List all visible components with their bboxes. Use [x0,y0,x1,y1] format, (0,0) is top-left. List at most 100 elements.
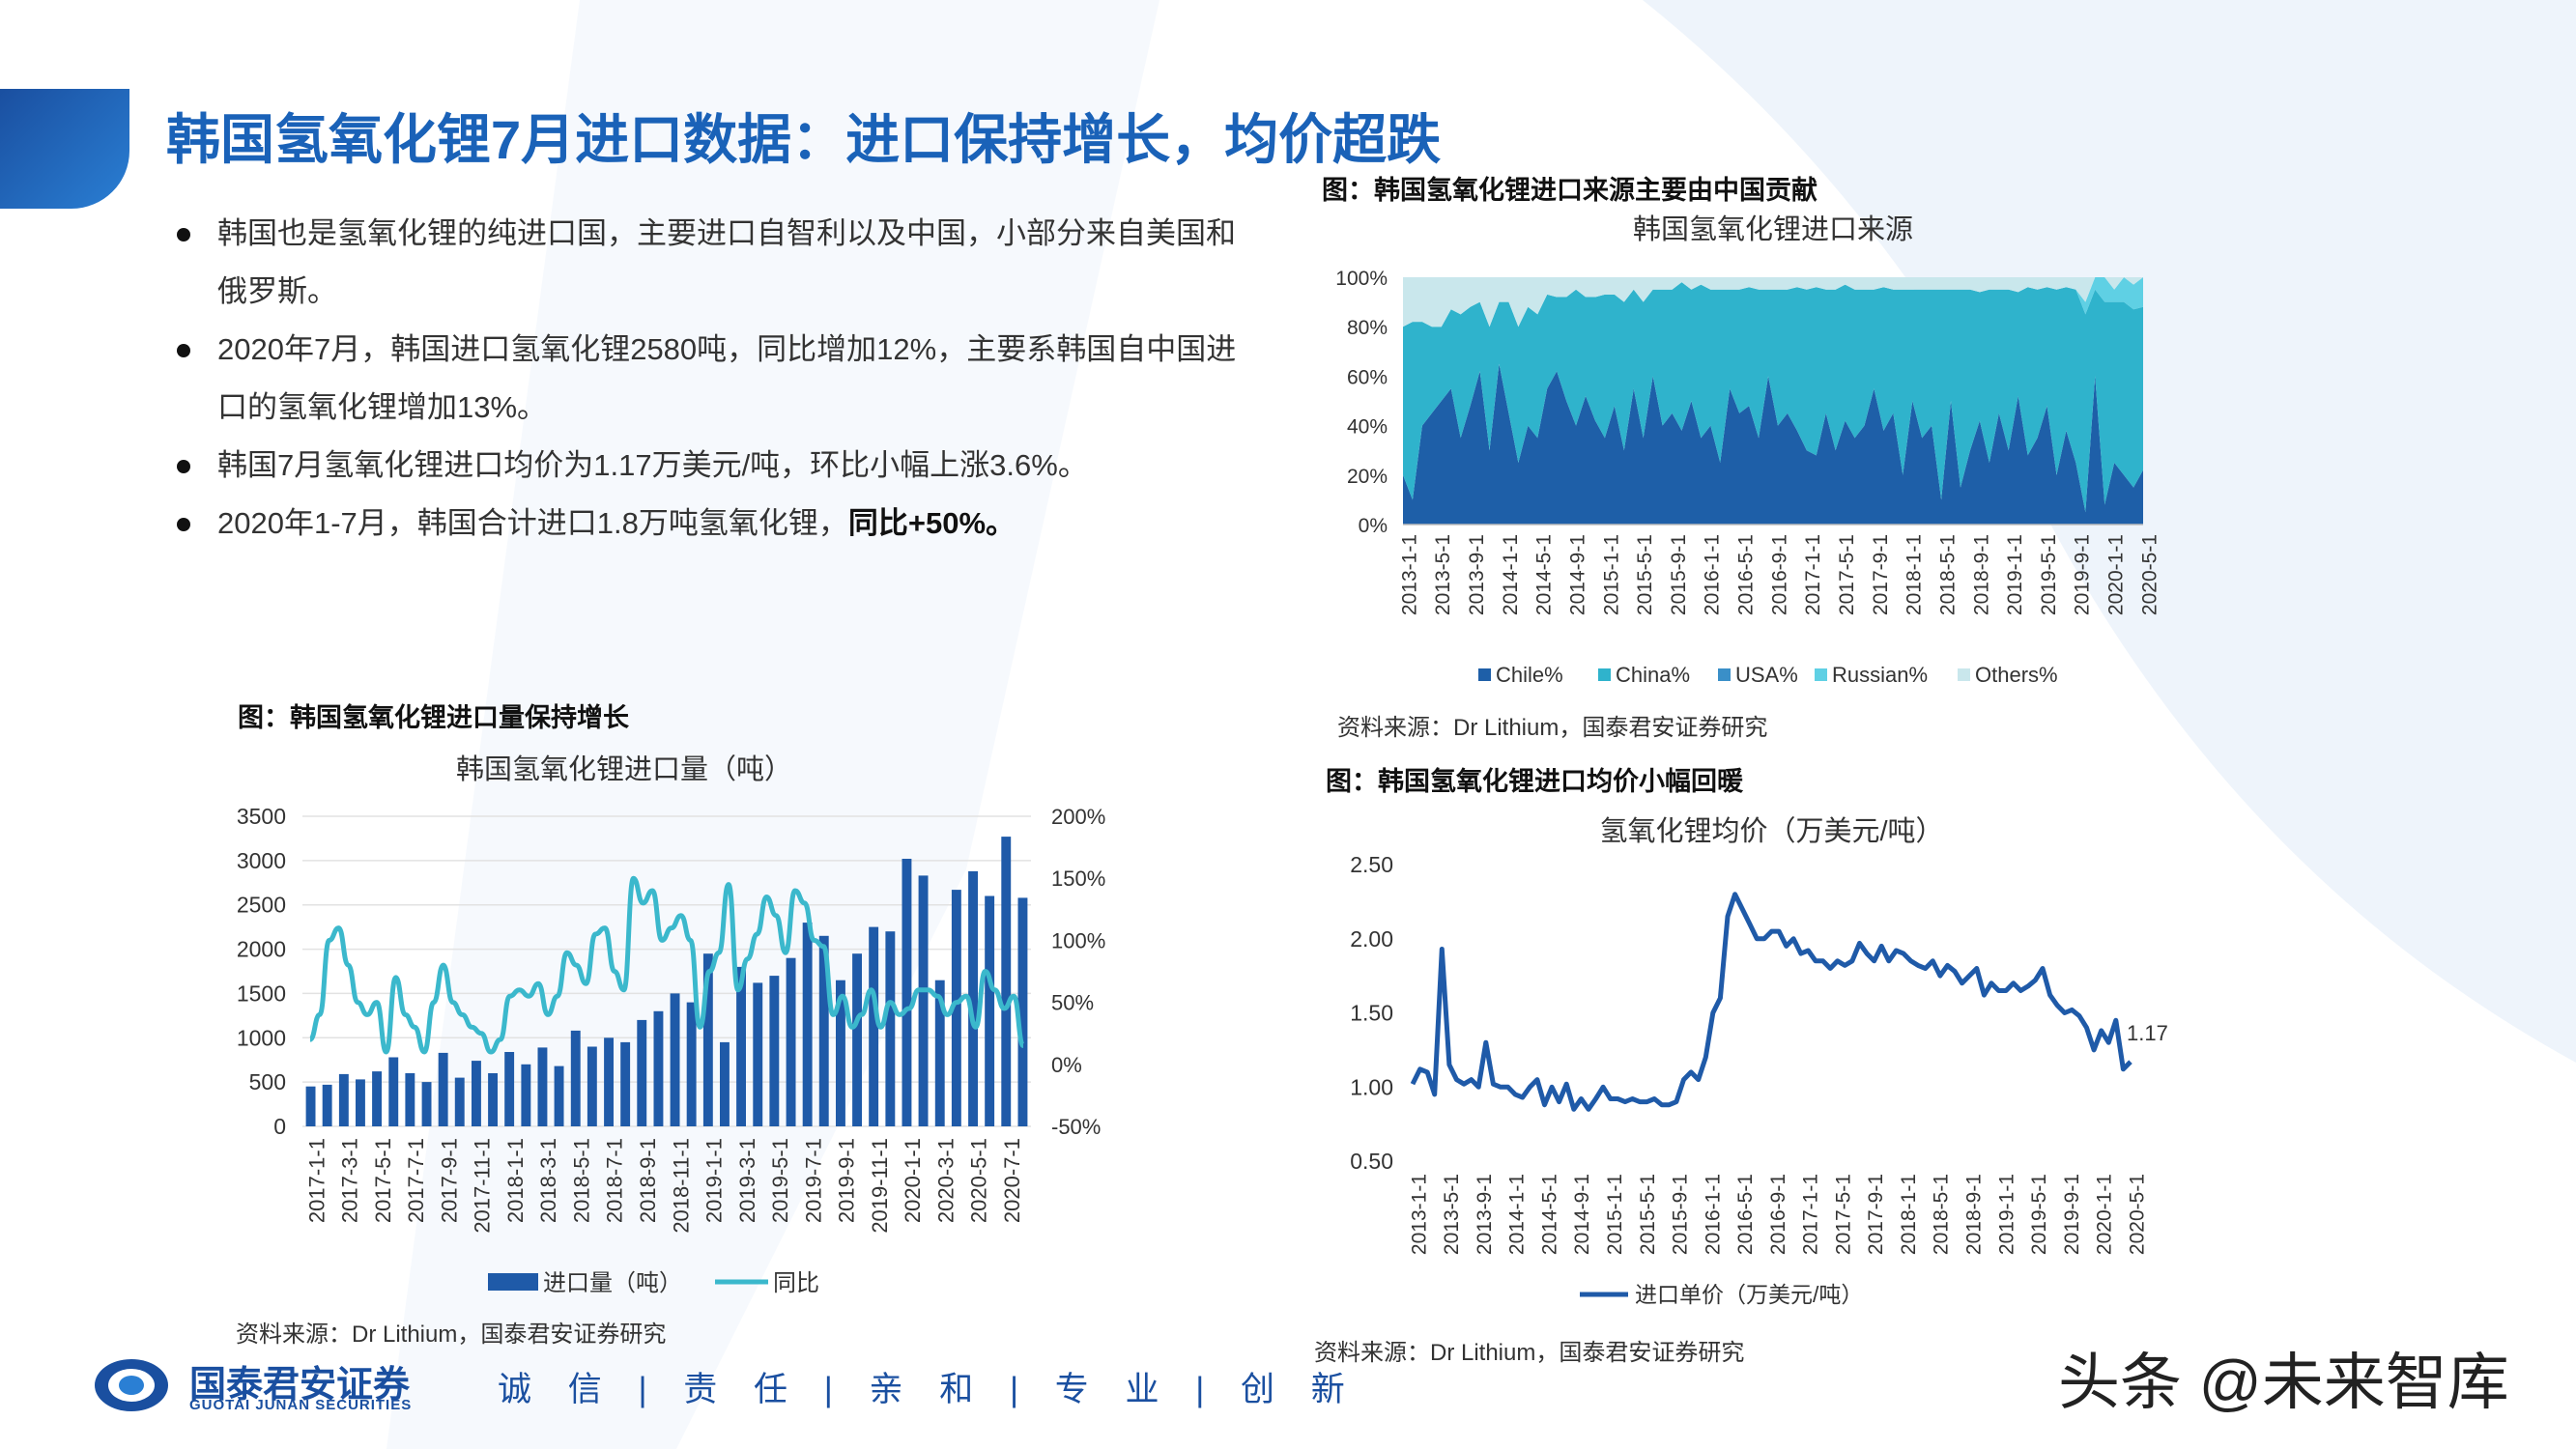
y-tick-label: 2000 [237,937,286,962]
bullet-list: 韩国也是氢氧化锂的纯进口国，主要进口自智利以及中国，小部分来自美国和俄罗斯。 2… [177,205,1242,553]
legend-swatch [1815,668,1827,681]
x-tick-label: 2015-9-1 [1668,534,1690,615]
x-tick-label: 2019-11-1 [868,1138,892,1234]
x-tick-label: 2020-5-1 [2126,1174,2148,1255]
legend-swatch [1598,668,1611,681]
bar [587,1046,597,1126]
bar [570,1030,581,1126]
legend-label: Chile% [1496,663,1563,687]
bar [438,1052,448,1126]
y-tick-label: 2500 [237,893,286,918]
bar [968,870,978,1126]
x-tick-label: 2016-1-1 [1702,1174,1724,1255]
x-tick-label: 2019-1-1 [2004,534,2026,615]
x-tick-label: 2017-1-1 [1802,534,1824,615]
legend-label: China% [1616,663,1690,687]
y2-tick-label: 50% [1051,991,1094,1015]
x-tick-label: 2019-5-1 [2028,1174,2050,1255]
x-tick-label: 2016-9-1 [1767,1174,1789,1255]
y-tick-label: 1.50 [1350,1001,1393,1026]
x-tick-label: 2020-3-1 [933,1138,958,1223]
bar [537,1047,548,1126]
bar [902,859,912,1126]
x-tick-label: 2018-1-1 [1898,1174,1920,1255]
legend-swatch [488,1273,538,1291]
bar [388,1057,399,1126]
y2-tick-label: 0% [1051,1053,1082,1077]
bar [372,1071,382,1126]
bar [686,1002,697,1126]
x-tick-label: 2015-1-1 [1604,1174,1626,1255]
bar [620,1041,631,1126]
bar [670,993,680,1126]
y-tick-label: 2.00 [1350,926,1393,952]
bar [1017,897,1028,1126]
x-tick-label: 2014-9-1 [1566,534,1589,615]
bar [869,926,879,1126]
bar [338,1073,349,1126]
bullet-item: 2020年1-7月，韩国合计进口1.8万吨氢氧化锂，同比+50%。 [177,495,1242,553]
y-tick-label: 40% [1347,416,1388,439]
y-tick-label: 60% [1347,366,1388,388]
legend-swatch [1718,668,1731,681]
x-tick-label: 2013-9-1 [1466,534,1488,615]
x-tick-label: 2020-5-1 [2138,534,2161,615]
bar [985,895,995,1126]
bar [554,1065,564,1126]
bar [1001,837,1012,1126]
volume-chart-source: 资料来源：Dr Lithium，国泰君安证券研究 [236,1321,667,1348]
y2-tick-label: 150% [1051,867,1105,891]
x-tick-label: 2017-5-1 [371,1138,395,1223]
y2-tick-label: 100% [1051,928,1105,952]
bar [356,1079,365,1126]
bar [322,1084,332,1126]
x-tick-label: 2016-5-1 [1734,1174,1757,1255]
bullet-text: 2020年7月，韩国进口氢氧化锂2580吨，同比增加12%，主要系韩国自中国进口… [217,332,1237,424]
x-tick-label: 2020-1-1 [2105,534,2128,615]
y-tick-label: 3500 [237,804,286,829]
bar [504,1052,515,1126]
company-name: 国泰君安证券 [189,1365,411,1406]
x-tick-label: 2018-9-1 [1962,1174,1985,1255]
bar [852,953,862,1126]
bar [836,980,845,1126]
x-tick-label: 2014-1-1 [1500,534,1522,615]
x-tick-label: 2018-7-1 [603,1138,627,1223]
bar [951,890,961,1126]
bar [769,976,780,1126]
y-tick-label: 1500 [237,980,286,1006]
bar [720,1041,730,1126]
x-tick-label: 2017-5-1 [1836,534,1858,615]
bar [934,980,945,1126]
chart-title: 韩国氢氧化锂进口来源 [1633,213,1913,245]
x-tick-label: 2016-1-1 [1702,534,1724,615]
bar [472,1061,481,1126]
x-tick-label: 2017-7-1 [404,1138,428,1223]
x-tick-label: 2019-1-1 [1995,1174,2018,1255]
x-tick-label: 2013-9-1 [1474,1174,1496,1255]
y-tick-label: 500 [249,1069,286,1094]
bar [604,1037,614,1126]
price-series-line [1410,892,2132,1112]
y2-tick-label: 200% [1051,805,1105,829]
area-others [1403,277,2143,327]
legend-label: 进口量（吨） [543,1270,682,1296]
bullet-text: 2020年1-7月，韩国合计进口1.8万吨氢氧化锂， [217,506,848,540]
page-title: 韩国氢氧化锂7月进口数据：进口保持增长，均价超跌 [166,109,1442,170]
x-tick-label: 2018-9-1 [1970,534,1992,615]
bar [885,931,896,1126]
x-tick-label: 2017-9-1 [1865,1174,1887,1255]
bar [818,935,829,1126]
price-chart-source: 资料来源：Dr Lithium，国泰君安证券研究 [1314,1340,1745,1366]
x-tick-label: 2018-3-1 [536,1138,560,1223]
bar [405,1073,415,1126]
area-china [1403,282,2143,513]
bar [786,957,796,1126]
bullet-item: 韩国7月氢氧化锂进口均价为1.17万美元/吨，环比小幅上涨3.6%。 [177,437,1242,495]
legend-label: Russian% [1832,663,1928,687]
chart-title: 韩国氢氧化锂进口量（吨） [456,753,792,785]
x-tick-label: 2013-1-1 [1408,1174,1430,1255]
x-tick-label: 2013-1-1 [1398,534,1420,615]
